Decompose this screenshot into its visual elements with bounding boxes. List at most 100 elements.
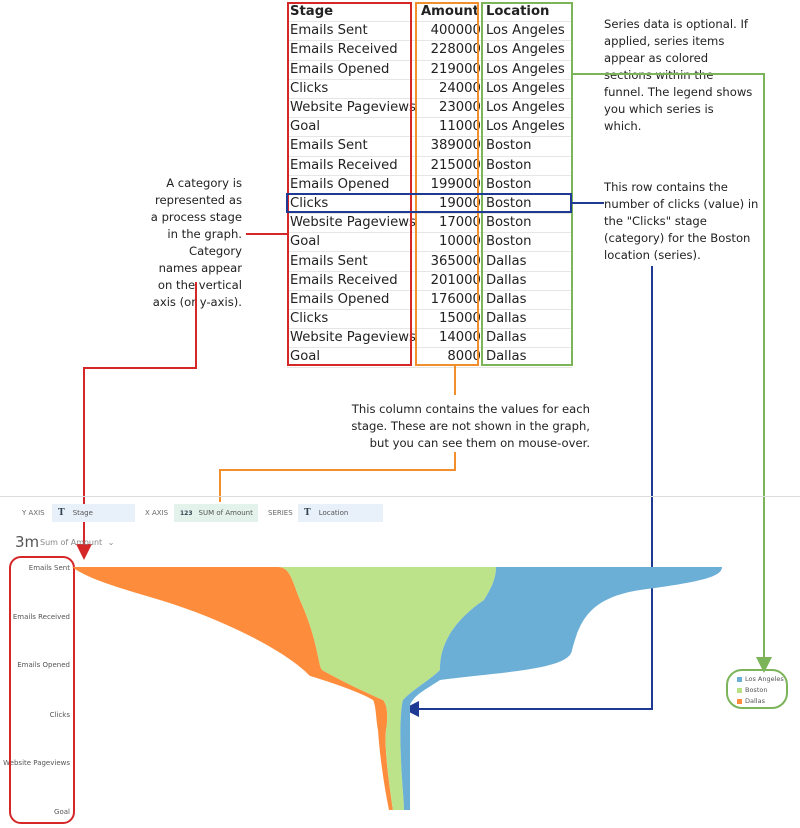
y-axis-label: Y AXIS: [22, 509, 45, 517]
cell-stage: Website Pageviews: [287, 328, 418, 349]
table-row: Clicks 15000 Dallas: [287, 309, 572, 330]
y-axis-highlight: [9, 556, 75, 824]
cell-location: Los Angeles: [482, 60, 572, 80]
x-axis-field[interactable]: 123 SUM of Amount: [174, 504, 258, 522]
number-type-icon: 123: [180, 510, 193, 517]
cell-location: Dallas: [482, 271, 572, 291]
cell-stage: Goal: [287, 347, 418, 368]
chevron-down-icon: ⌄: [107, 538, 115, 547]
cell-amount: 389000: [417, 136, 483, 157]
cell-amount: 219000: [417, 60, 483, 80]
cell-location: Los Angeles: [482, 117, 572, 138]
cell-stage: Clicks: [287, 79, 418, 99]
y-axis-field-value: Stage: [72, 509, 93, 517]
row-note: This row contains the number of clicks (…: [604, 180, 759, 262]
cell-stage: Emails Sent: [287, 136, 418, 157]
table-row: Goal 8000 Dallas: [287, 347, 572, 368]
legend-item-dallas[interactable]: Dallas: [737, 697, 765, 705]
legend-swatch: [737, 698, 742, 704]
y-axis-tick-label: Emails Received: [12, 613, 70, 621]
values-note: This column contains the values for each…: [351, 402, 590, 450]
cell-location: Dallas: [482, 251, 572, 272]
cell-amount: 17000: [417, 213, 483, 234]
funnel-series-los-angeles[interactable]: [400, 567, 722, 810]
cell-stage: Goal: [287, 232, 418, 253]
table-row: Emails Sent 400000 Los Angeles: [287, 21, 572, 42]
table-row: Emails Sent 365000 Dallas: [287, 251, 572, 272]
legend-label: Boston: [745, 686, 768, 694]
table-row: Website Pageviews 17000 Boston: [287, 213, 572, 234]
legend-label: Dallas: [745, 697, 765, 705]
legend-label: Los Angeles: [745, 675, 784, 683]
table-row: Emails Opened 219000 Los Angeles: [287, 60, 572, 80]
series-arrow: [573, 73, 772, 673]
series-field-value: Location: [318, 509, 349, 517]
category-note: A category is represented as a process s…: [150, 176, 242, 309]
stage-column-highlight: [287, 2, 412, 366]
series-field[interactable]: T Location: [298, 504, 383, 522]
location-column-highlight: [481, 2, 573, 366]
measure-dropdown[interactable]: Sum of Amount ⌄: [40, 538, 114, 547]
measure-label: Sum of Amount: [40, 538, 103, 547]
cell-location: Boston: [482, 136, 572, 157]
cell-amount: 24000: [417, 79, 483, 99]
table-row: Clicks 19000 Boston: [287, 194, 572, 215]
divider: [0, 496, 800, 497]
y-axis-tick-label: Clicks: [49, 711, 70, 719]
y-axis-tick-label: Goal: [54, 808, 70, 816]
cell-amount: 11000: [417, 117, 483, 138]
cell-amount: 8000: [417, 347, 483, 368]
values-arrow: [219, 452, 456, 502]
cell-location: Dallas: [482, 328, 572, 349]
y-axis-tick-label: Emails Opened: [17, 661, 70, 669]
funnel-series-dallas[interactable]: [72, 567, 393, 810]
series-note: Series data is optional. If applied, ser…: [604, 17, 753, 133]
cell-stage: Emails Sent: [287, 21, 418, 42]
table-row: Emails Sent 389000 Boston: [287, 136, 572, 157]
legend-item-los-angeles[interactable]: Los Angeles: [737, 675, 784, 683]
cell-stage: Emails Received: [287, 271, 418, 291]
table-row: Emails Received 215000 Boston: [287, 156, 572, 176]
table-header-row: Stage Amount Location: [287, 3, 572, 23]
table-row: Emails Opened 199000 Boston: [287, 175, 572, 195]
legend-item-boston[interactable]: Boston: [737, 686, 767, 694]
cell-location: Los Angeles: [482, 79, 572, 99]
axis-config-bar: Y AXIS T Stage X AXIS 123 SUM of Amount SE…: [0, 496, 800, 524]
cell-location: Los Angeles: [482, 21, 572, 42]
funnel-series-boston[interactable]: [278, 567, 496, 810]
cell-stage: Emails Received: [287, 40, 418, 61]
table-row: Website Pageviews 23000 Los Angeles: [287, 98, 572, 119]
table-row: Emails Received 228000 Los Angeles: [287, 40, 572, 61]
cell-stage: Website Pageviews: [287, 98, 418, 119]
y-axis-field[interactable]: T Stage: [52, 504, 135, 522]
cell-amount: 365000: [417, 251, 483, 272]
cell-stage: Emails Sent: [287, 251, 418, 272]
cell-stage: Clicks: [287, 309, 418, 330]
text-type-icon: T: [58, 508, 65, 518]
cell-amount: 10000: [417, 232, 483, 253]
cell-amount: 201000: [417, 271, 483, 291]
cell-amount: 19000: [417, 194, 483, 215]
cell-location: Boston: [482, 194, 572, 215]
cell-location: Los Angeles: [482, 98, 572, 119]
source-data-table: Stage Amount Location Emails Sent 400000 L…: [287, 3, 572, 368]
cell-amount: 176000: [417, 290, 483, 311]
cell-location: Boston: [482, 232, 572, 253]
cell-amount: 228000: [417, 40, 483, 61]
cell-location: Dallas: [482, 309, 572, 330]
cell-amount: 23000: [417, 98, 483, 119]
cell-stage: Emails Received: [287, 156, 418, 176]
cell-stage: Website Pageviews: [287, 213, 418, 234]
table-row: Goal 10000 Boston: [287, 232, 572, 253]
legend: Los Angeles Boston Dallas: [726, 669, 788, 709]
cell-location: Boston: [482, 213, 572, 234]
table-row: Emails Opened 176000 Dallas: [287, 290, 572, 311]
cell-stage: Emails Opened: [287, 290, 418, 311]
boston-clicks-row-highlight: [286, 193, 572, 213]
y-axis-tick-label: Website Pageviews: [3, 759, 70, 767]
table-row: Website Pageviews 14000 Dallas: [287, 328, 572, 349]
text-type-icon: T: [304, 508, 311, 518]
cell-location: Dallas: [482, 290, 572, 311]
